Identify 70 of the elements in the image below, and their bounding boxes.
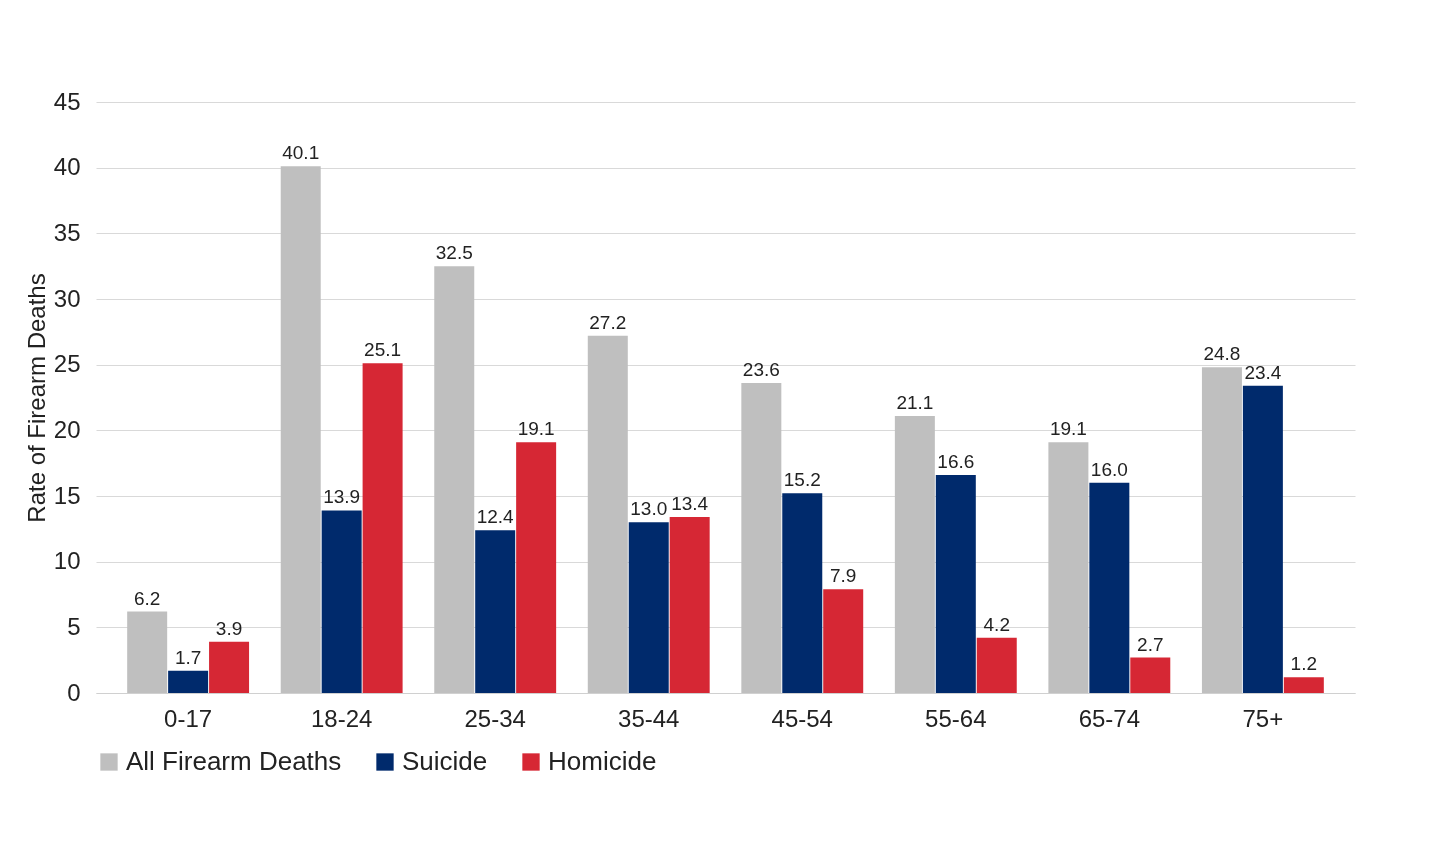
bar: [1048, 442, 1089, 693]
data-label: 24.8: [1203, 343, 1241, 365]
bar: [935, 474, 976, 693]
data-label: 16.0: [1090, 458, 1128, 480]
bar: [628, 522, 669, 693]
data-label: 4.2: [983, 613, 1010, 635]
bar: [1242, 385, 1283, 693]
data-label: 13.9: [323, 486, 361, 508]
y-tick-label: 10: [53, 547, 81, 575]
legend-label: Suicide: [402, 746, 488, 776]
y-tick-label: 45: [53, 87, 81, 115]
x-tick-label: 35-44: [618, 704, 680, 732]
bar: [587, 335, 628, 693]
bar: [280, 166, 321, 693]
bar: [1201, 367, 1242, 693]
x-tick-label: 55-64: [925, 704, 987, 732]
data-label: 13.0: [630, 498, 668, 520]
data-label: 23.6: [742, 359, 780, 381]
y-tick-label: 0: [67, 678, 81, 706]
data-label: 1.2: [1290, 653, 1318, 675]
bar: [1089, 482, 1130, 693]
legend-label: Homicide: [548, 746, 657, 776]
bar: [894, 415, 935, 693]
bar: [516, 442, 557, 693]
data-label: 19.1: [1049, 418, 1087, 440]
x-tick-label: 65-74: [1078, 704, 1141, 732]
data-label: 7.9: [830, 565, 857, 587]
data-label: 21.1: [896, 391, 934, 413]
y-tick-label: 35: [53, 218, 81, 246]
data-label: 13.4: [671, 493, 709, 515]
data-label: 6.2: [133, 587, 161, 609]
y-tick-label: 25: [53, 350, 81, 378]
data-label: 23.4: [1244, 361, 1282, 383]
bar: [362, 363, 403, 693]
x-tick-label: 25-34: [464, 704, 526, 732]
data-label: 12.4: [476, 506, 515, 528]
data-label: 16.6: [937, 450, 975, 472]
bar: [127, 611, 168, 693]
data-label: 32.5: [435, 242, 473, 264]
bar: [321, 510, 362, 693]
y-tick-label: 40: [53, 153, 81, 181]
legend-label: All Firearm Deaths: [126, 746, 342, 776]
x-tick-label: 45-54: [771, 704, 833, 732]
bar: [434, 266, 475, 693]
y-tick-label: 20: [53, 415, 81, 443]
data-label: 2.7: [1137, 633, 1164, 655]
bar: [823, 589, 864, 693]
data-label: 19.1: [517, 418, 555, 440]
data-label: 3.9: [215, 617, 243, 639]
y-tick-label: 30: [53, 284, 81, 312]
x-tick-label: 75+: [1242, 704, 1284, 732]
y-tick-label: 5: [67, 612, 81, 640]
x-tick-label: 0-17: [164, 704, 213, 732]
bar: [1130, 657, 1171, 693]
bar: [741, 383, 782, 693]
bar: [669, 517, 710, 693]
bar: [782, 493, 823, 693]
y-tick-label: 15: [53, 481, 81, 509]
data-label: 40.1: [282, 142, 320, 164]
data-label: 1.7: [174, 646, 202, 668]
bar: [168, 670, 209, 693]
data-label: 27.2: [589, 311, 627, 333]
y-axis-title: Rate of Firearm Deaths: [22, 273, 50, 523]
bar: [209, 641, 250, 693]
bar: [976, 637, 1017, 693]
data-label: 15.2: [783, 469, 821, 491]
x-tick-label: 18-24: [310, 704, 373, 732]
data-label: 25.1: [364, 339, 402, 361]
bar: [475, 530, 516, 693]
bar: [1283, 677, 1324, 693]
